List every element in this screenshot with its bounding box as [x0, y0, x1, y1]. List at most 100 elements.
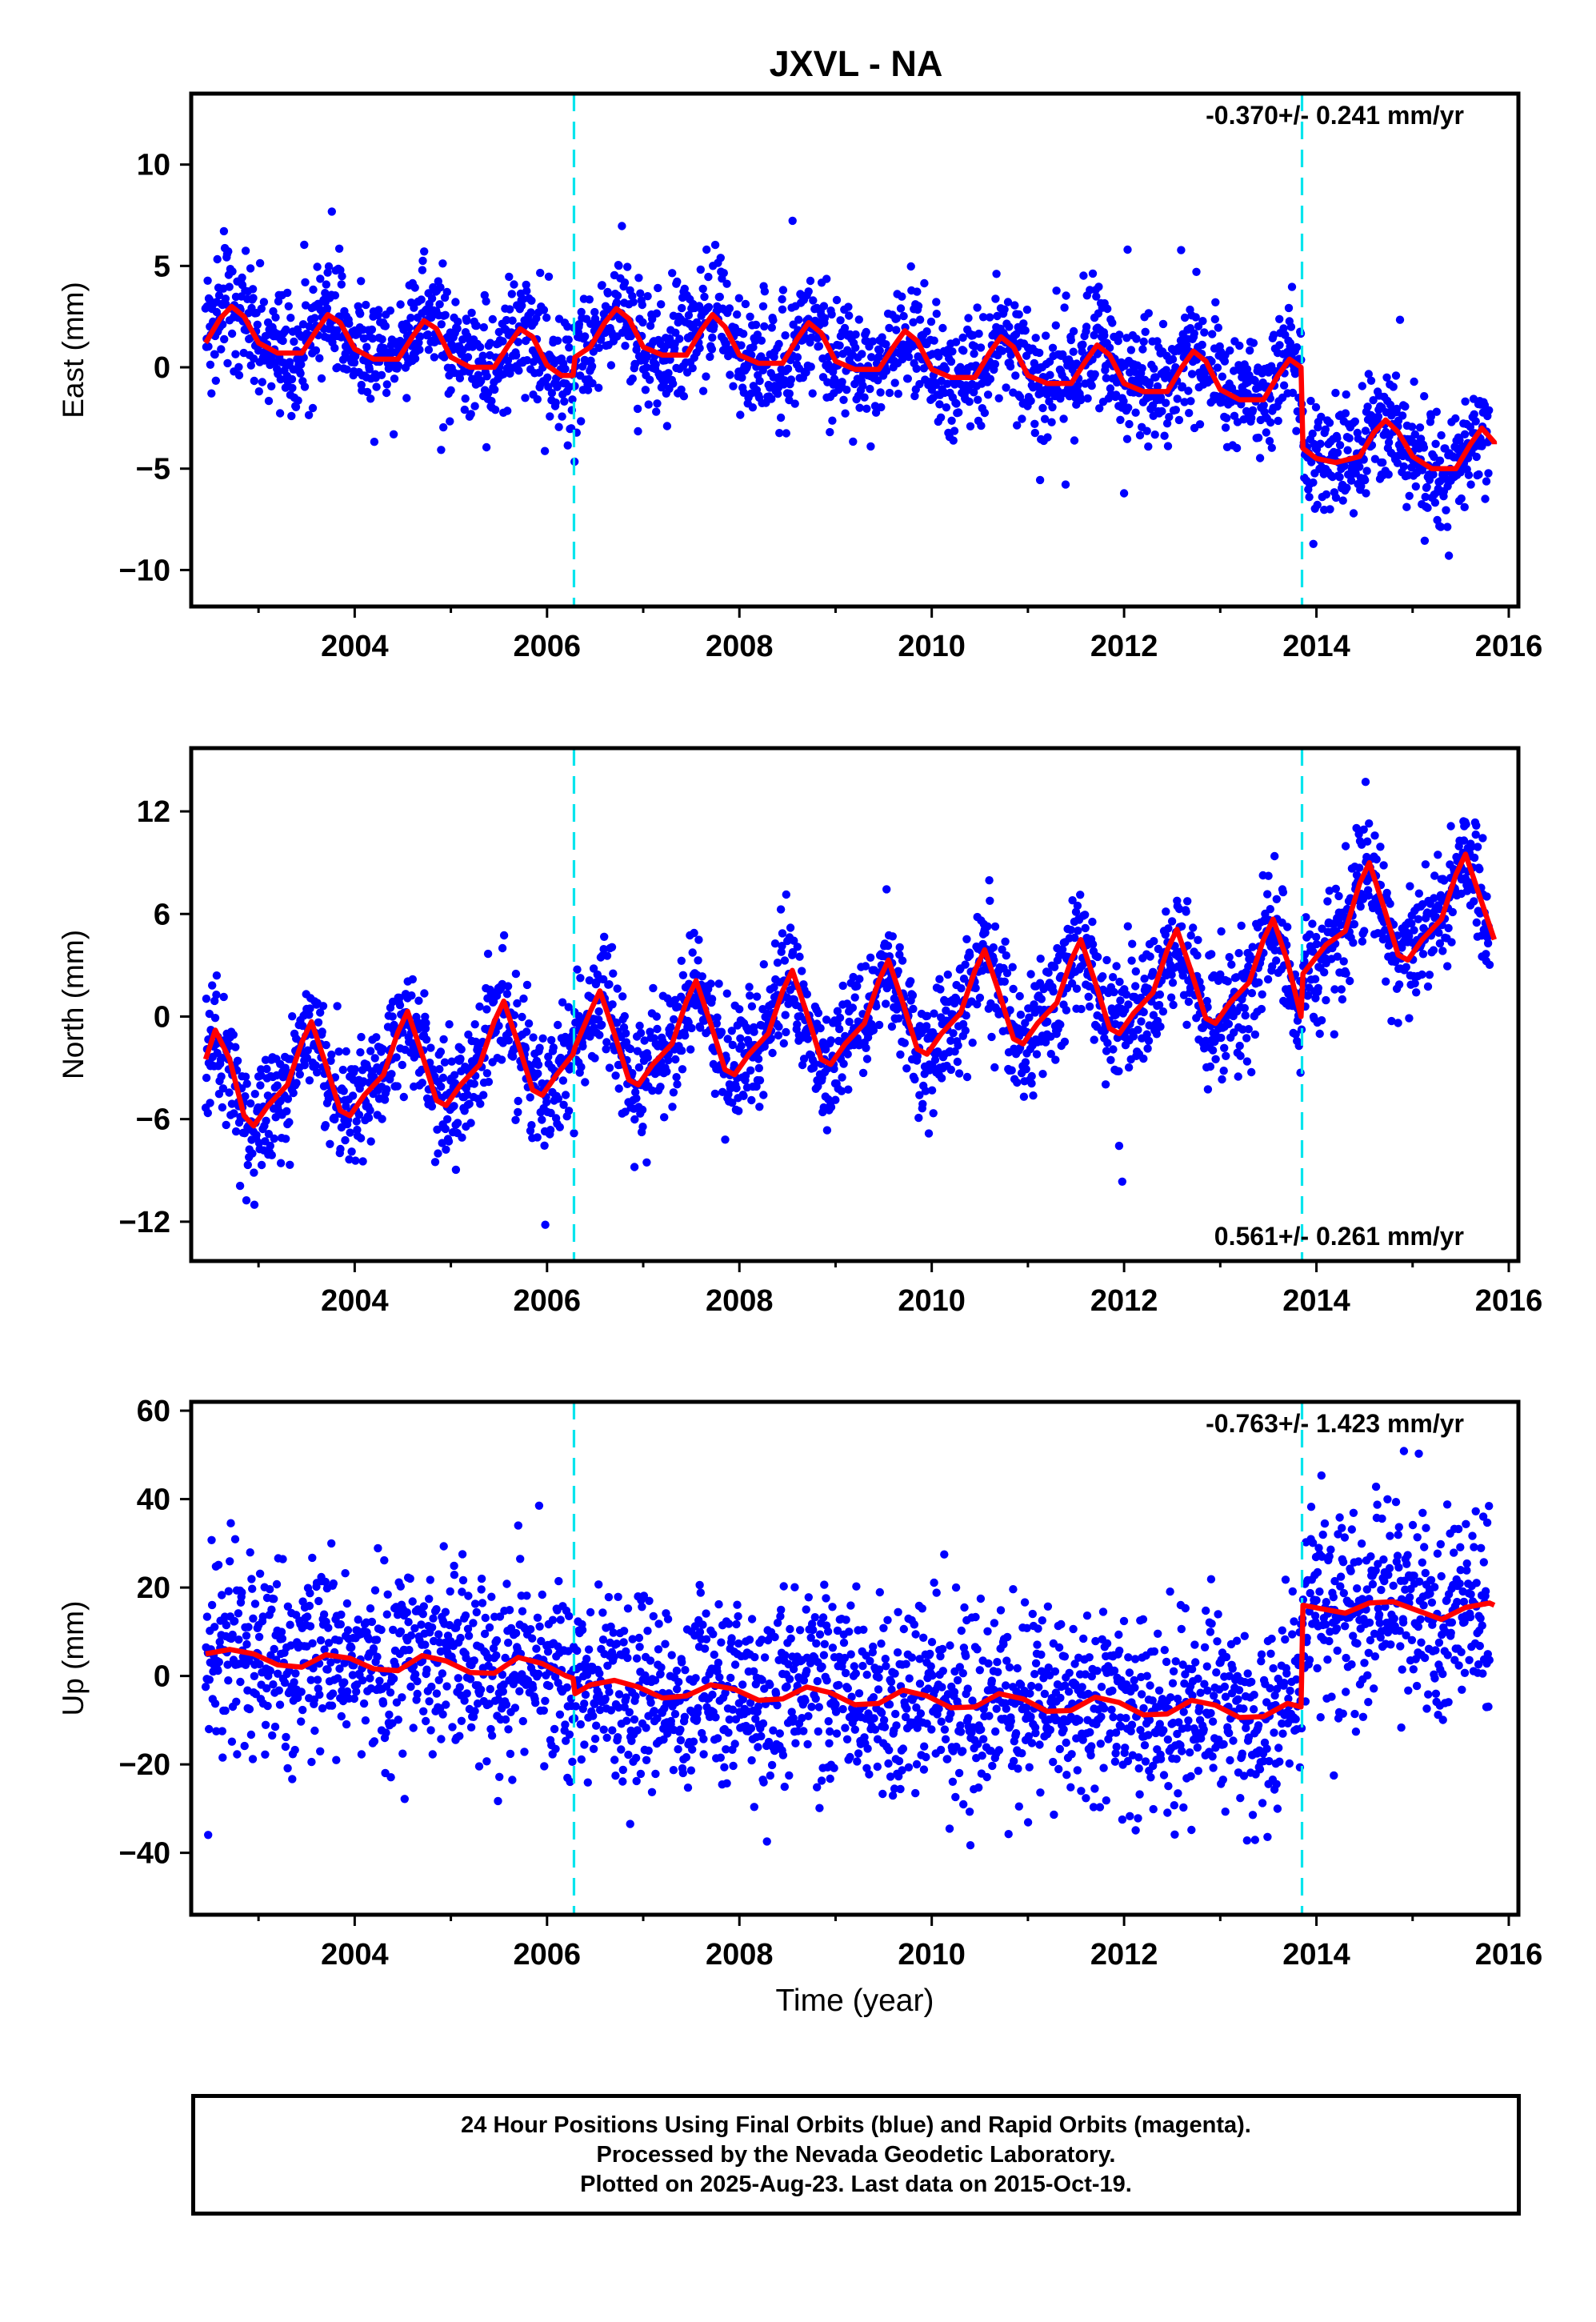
north-data-point — [961, 1026, 970, 1035]
up-data-point — [210, 1623, 219, 1631]
north-data-point — [1081, 911, 1090, 919]
east-data-point — [1078, 340, 1087, 349]
east-data-point — [507, 290, 516, 298]
north-data-point — [1302, 913, 1310, 922]
east-data-point — [892, 326, 901, 334]
north-data-point — [267, 1151, 276, 1159]
north-data-point — [382, 1085, 391, 1094]
east-data-point — [851, 343, 860, 352]
north-data-point — [1144, 984, 1153, 993]
north-data-point — [622, 1029, 630, 1038]
east-data-point — [1436, 522, 1446, 531]
east-data-point — [698, 386, 708, 395]
north-data-point — [217, 1053, 226, 1063]
north-data-point — [896, 1050, 905, 1059]
east-data-point — [1163, 442, 1173, 450]
east-data-point — [1255, 454, 1265, 462]
north-data-point — [547, 1035, 556, 1045]
up-data-point — [205, 1724, 214, 1734]
east-data-point — [267, 382, 276, 390]
north-data-point — [1234, 949, 1243, 958]
east-plot-area — [201, 94, 1498, 607]
east-data-point — [866, 442, 875, 451]
east-data-point — [234, 362, 243, 371]
east-data-point — [1162, 419, 1172, 428]
north-data-point — [356, 1048, 365, 1057]
north-data-point — [882, 885, 891, 894]
north-data-point — [464, 1030, 473, 1039]
north-data-point — [380, 1095, 390, 1104]
east-data-point — [986, 313, 994, 322]
east-data-point — [544, 382, 553, 391]
north-data-point — [894, 1014, 903, 1023]
north-data-point — [1418, 950, 1428, 959]
east-data-point — [1287, 282, 1297, 291]
north-data-point — [1434, 928, 1443, 937]
east-data-point — [1437, 430, 1446, 440]
north-data-point — [774, 1023, 783, 1031]
east-data-point — [286, 314, 295, 322]
north-data-point — [1244, 1025, 1254, 1034]
north-data-point — [656, 1083, 665, 1091]
east-data-point — [1247, 414, 1256, 422]
east-data-point — [554, 422, 563, 431]
east-data-point — [1124, 403, 1133, 412]
east-data-point — [1393, 458, 1402, 467]
east-data-point — [1267, 443, 1277, 452]
north-data-point — [1090, 1035, 1098, 1044]
north-data-point — [686, 1045, 695, 1054]
east-data-point — [938, 323, 947, 333]
east-xtick-label: 2014 — [1282, 630, 1350, 663]
north-data-point — [888, 932, 898, 941]
north-data-point — [498, 943, 507, 953]
north-data-point — [1421, 860, 1430, 869]
north-data-point — [1056, 1020, 1065, 1029]
east-data-point — [1246, 346, 1254, 355]
east-data-point — [288, 383, 297, 393]
east-data-point — [974, 395, 982, 404]
east-data-point — [486, 338, 495, 347]
up-data-point — [205, 1675, 214, 1684]
east-data-point — [915, 315, 925, 324]
north-data-point — [526, 1093, 534, 1102]
north-xtick-label: 2016 — [1475, 1284, 1543, 1318]
east-data-point — [521, 394, 530, 402]
east-data-point — [755, 376, 764, 386]
north-data-point — [602, 951, 612, 960]
north-data-point — [451, 1165, 461, 1175]
north-data-point — [607, 943, 617, 952]
north-data-point — [511, 969, 521, 979]
east-data-point — [1472, 452, 1481, 462]
north-data-point — [1007, 1066, 1016, 1075]
east-data-point — [1042, 331, 1050, 340]
north-ytick-label: 12 — [137, 795, 170, 829]
east-data-point — [453, 324, 462, 333]
east-data-point — [345, 319, 354, 328]
north-data-point — [908, 991, 918, 1000]
north-data-point — [759, 1091, 768, 1099]
east-data-point — [565, 343, 574, 352]
east-data-point — [322, 304, 332, 313]
north-data-point — [581, 1078, 590, 1087]
north-data-point — [826, 1036, 835, 1045]
east-data-point — [1288, 388, 1298, 398]
east-data-point — [410, 283, 419, 292]
east-data-point — [1192, 267, 1201, 276]
north-data-point — [754, 1055, 763, 1063]
north-ytick-label: −6 — [136, 1103, 170, 1137]
east-data-point — [271, 313, 280, 322]
east-data-point — [283, 288, 292, 298]
north-data-point — [1386, 899, 1394, 908]
north-data-point — [475, 1002, 484, 1011]
east-data-point — [822, 274, 831, 283]
north-data-point — [390, 1020, 398, 1030]
north-data-point — [1312, 932, 1321, 942]
north-data-point — [534, 1060, 543, 1070]
north-data-point — [1258, 990, 1266, 999]
north-data-point — [1050, 963, 1059, 971]
north-data-point — [482, 1069, 492, 1078]
east-data-point — [1153, 382, 1162, 391]
up-data-point — [250, 1671, 259, 1680]
east-data-point — [654, 283, 662, 293]
north-data-point — [958, 1019, 968, 1029]
